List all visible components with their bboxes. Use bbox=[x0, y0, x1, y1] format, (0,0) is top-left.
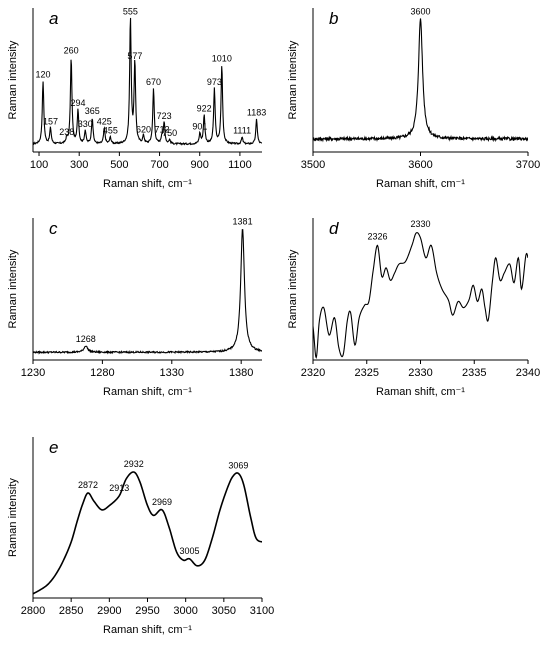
x-axis-title: Raman shift, cm⁻¹ bbox=[103, 624, 192, 636]
x-tick-label: 2800 bbox=[21, 605, 45, 617]
y-axis-title: Raman intensity bbox=[287, 249, 299, 328]
x-tick-label: 2950 bbox=[135, 605, 159, 617]
panel-label: a bbox=[49, 9, 58, 28]
peak-label: 2330 bbox=[410, 219, 430, 229]
peak-label: 1381 bbox=[233, 216, 253, 226]
peak-label: 3069 bbox=[228, 460, 248, 470]
x-tick-label: 3600 bbox=[408, 159, 432, 171]
x-tick-label: 3700 bbox=[516, 159, 540, 171]
x-tick-label: 2850 bbox=[59, 605, 83, 617]
x-axis-title: Raman shift, cm⁻¹ bbox=[103, 178, 192, 190]
peak-label: 1183 bbox=[247, 107, 266, 117]
panel-b: 3500 3600 3700 Raman shift, cm⁻¹ Raman inten… bbox=[287, 6, 540, 190]
peak-label: 3600 bbox=[410, 6, 430, 16]
peak-label: 670 bbox=[146, 77, 161, 87]
peak-label: 577 bbox=[127, 51, 142, 61]
peak-label: 723 bbox=[157, 111, 172, 121]
peak-label: 1010 bbox=[212, 54, 232, 64]
x-tick-label: 3050 bbox=[212, 605, 236, 617]
x-tick-label: 300 bbox=[70, 159, 88, 171]
x-tick-label: 900 bbox=[191, 159, 209, 171]
panel-label: b bbox=[329, 9, 338, 28]
x-tick-label: 3500 bbox=[301, 159, 325, 171]
peak-label: 555 bbox=[123, 6, 138, 16]
peak-label: 712 bbox=[154, 124, 169, 134]
x-tick-label: 700 bbox=[150, 159, 168, 171]
y-axis-title: Raman intensity bbox=[7, 249, 19, 328]
panel-label: c bbox=[49, 219, 58, 238]
y-axis-title: Raman intensity bbox=[7, 40, 19, 119]
peak-label: 973 bbox=[207, 77, 222, 87]
x-tick-label: 2900 bbox=[97, 605, 121, 617]
x-tick-label: 3000 bbox=[173, 605, 197, 617]
x-axis-title: Raman shift, cm⁻¹ bbox=[376, 386, 465, 398]
peak-label: 1111 bbox=[233, 126, 251, 136]
spectrum-line bbox=[33, 17, 262, 146]
x-tick-label: 3100 bbox=[250, 605, 274, 617]
x-tick-label: 2325 bbox=[355, 367, 379, 379]
peak-label: 750 bbox=[162, 128, 177, 138]
x-tick-label: 2330 bbox=[408, 367, 432, 379]
peak-label: 260 bbox=[64, 46, 79, 56]
x-tick-label: 1330 bbox=[160, 367, 184, 379]
peak-label: 2932 bbox=[124, 459, 144, 469]
x-tick-label: 100 bbox=[30, 159, 48, 171]
peak-label: 425 bbox=[97, 116, 112, 126]
panel-label: e bbox=[49, 438, 58, 457]
peak-label: 120 bbox=[36, 69, 51, 79]
y-axis-title: Raman intensity bbox=[287, 40, 299, 119]
panel-e: 2800 2850 2900 2950 3000 3050 3100 Raman shift,… bbox=[7, 437, 274, 636]
peak-label: 3005 bbox=[179, 546, 199, 556]
peak-label: 294 bbox=[70, 98, 85, 108]
y-axis-title: Raman intensity bbox=[7, 478, 19, 557]
panel-label: d bbox=[329, 219, 339, 238]
peak-label: 330 bbox=[78, 119, 93, 129]
peak-label: 2326 bbox=[367, 231, 387, 241]
x-tick-label: 2335 bbox=[462, 367, 486, 379]
x-axis-title: Raman shift, cm⁻¹ bbox=[376, 178, 465, 190]
x-axis-title: Raman shift, cm⁻¹ bbox=[103, 386, 192, 398]
panel-c: 1230 1280 1330 1380 Raman shift, cm⁻¹ Raman i… bbox=[7, 216, 262, 398]
peak-label: 365 bbox=[85, 106, 100, 116]
x-tick-label: 500 bbox=[110, 159, 128, 171]
peak-label: 620 bbox=[136, 124, 151, 134]
peak-label: 2872 bbox=[78, 480, 98, 490]
peak-label: 1268 bbox=[76, 334, 96, 344]
spectrum-line bbox=[33, 471, 262, 595]
spectrum-line bbox=[313, 18, 528, 143]
x-tick-label: 1380 bbox=[229, 367, 253, 379]
peak-label: 901 bbox=[192, 122, 207, 132]
x-tick-label: 2340 bbox=[516, 367, 540, 379]
peak-label: 157 bbox=[43, 116, 58, 126]
peak-label: 238 bbox=[59, 127, 74, 137]
peak-label: 922 bbox=[197, 103, 212, 113]
x-tick-label: 1230 bbox=[21, 367, 45, 379]
peak-label: 2913 bbox=[109, 483, 129, 493]
peak-label: 2969 bbox=[152, 497, 172, 507]
spectrum-line bbox=[33, 229, 262, 355]
x-tick-label: 2320 bbox=[301, 367, 325, 379]
x-tick-label: 1100 bbox=[228, 159, 252, 171]
panel-a: 100 300 500 700 900 1100 Raman shift, cm⁻¹ Rama… bbox=[7, 6, 266, 190]
x-tick-label: 1280 bbox=[90, 367, 114, 379]
panel-d: 2320 2325 2330 2335 2340 Raman shift, cm⁻¹ Ram… bbox=[287, 218, 540, 398]
peak-label: 455 bbox=[103, 126, 118, 136]
spectrum-line bbox=[313, 232, 528, 359]
